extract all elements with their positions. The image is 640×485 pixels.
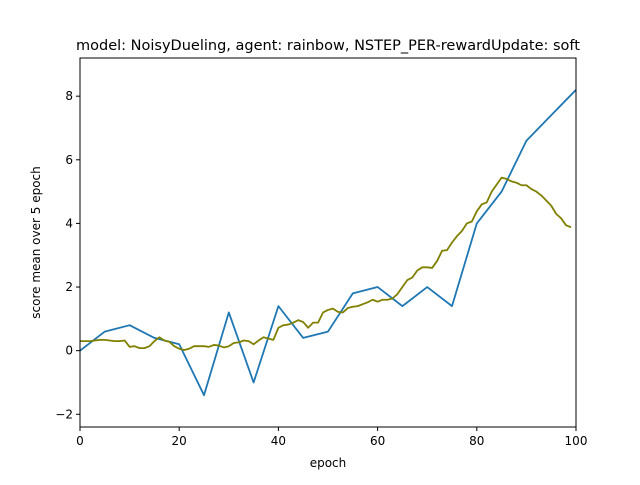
x-tick-label: 60 [370,434,385,448]
x-axis-label: epoch [310,456,347,470]
y-tick-label: 0 [65,344,73,358]
series-layer [79,89,577,397]
y-tick-label: 6 [65,153,73,167]
x-tick-label: 0 [76,434,84,448]
x-tick-label: 20 [172,434,187,448]
y-tick-label: 4 [65,216,73,230]
y-tick-label: −2 [55,407,73,421]
series-2-line [80,176,572,351]
x-tick-label: 40 [271,434,286,448]
axes-frame [79,57,577,428]
y-tick-label: 8 [65,89,73,103]
y-axis-label: score mean over 5 epoch [29,166,43,318]
y-tick-label: 2 [65,280,73,294]
x-tick-label: 100 [565,434,588,448]
chart-title: model: NoisyDueling, agent: rainbow, NST… [76,38,580,54]
x-tick-label: 80 [469,434,484,448]
